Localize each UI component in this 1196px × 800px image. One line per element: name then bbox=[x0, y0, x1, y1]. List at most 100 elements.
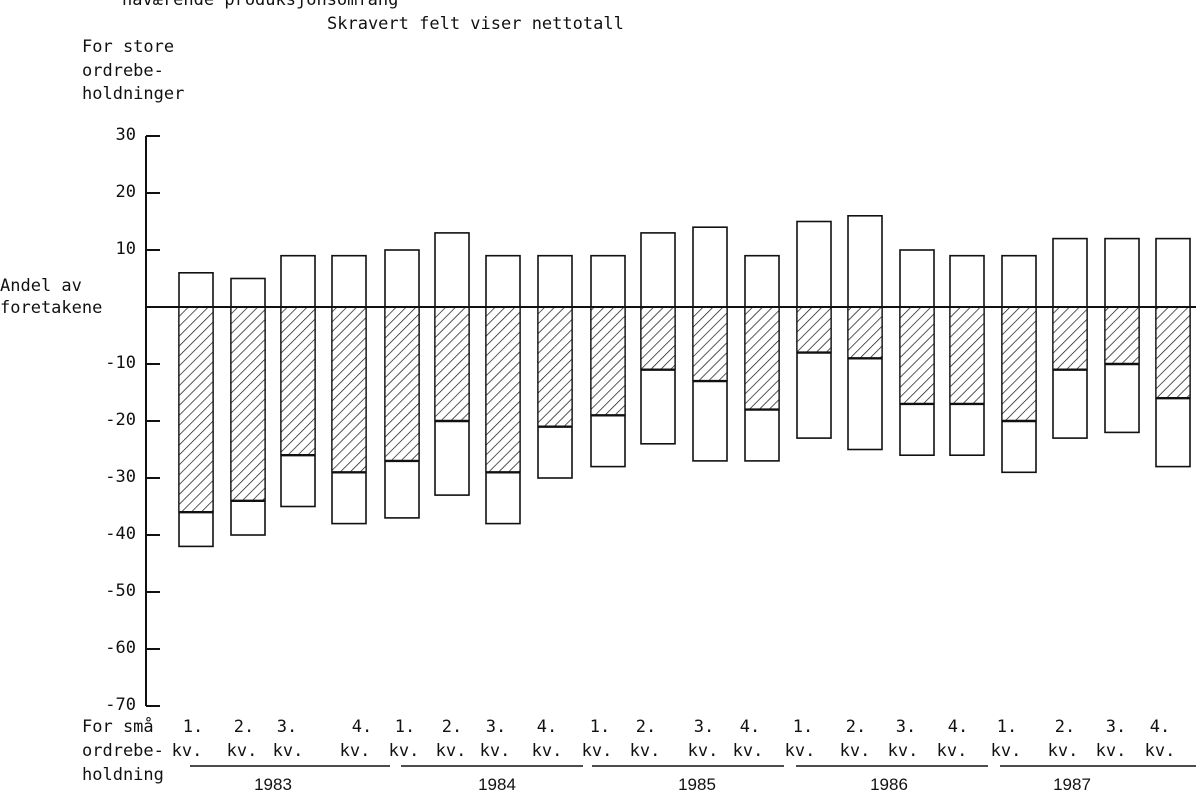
x-tick-quarter: 3. bbox=[693, 717, 715, 737]
bar-positive bbox=[384, 249, 420, 308]
bar-positive bbox=[230, 277, 266, 308]
top-label-3: holdninger bbox=[82, 84, 185, 104]
bar-positive bbox=[280, 254, 316, 308]
x-tick-quarter: 1. bbox=[182, 717, 204, 737]
x-tick-kv: kv. bbox=[990, 741, 1022, 761]
x-tick-kv: kv. bbox=[784, 741, 816, 761]
bar-positive bbox=[899, 249, 935, 308]
x-tick-quarter: 1. bbox=[394, 717, 416, 737]
x-tick-kv: kv. bbox=[629, 741, 661, 761]
bar-positive bbox=[949, 254, 985, 308]
bar-net bbox=[640, 306, 676, 371]
y-tick-label: -30 bbox=[105, 467, 136, 487]
bar-net bbox=[692, 306, 728, 382]
x-tick-quarter: 2. bbox=[845, 717, 867, 737]
y-tick-label: 30 bbox=[115, 125, 136, 145]
bar-positive bbox=[640, 232, 676, 308]
x-tick-kv: kv. bbox=[581, 741, 613, 761]
bar-net bbox=[384, 306, 420, 462]
x-tick-kv: kv. bbox=[936, 741, 968, 761]
y-tick-label: -20 bbox=[105, 410, 136, 430]
x-tick-quarter: 3. bbox=[485, 717, 507, 737]
x-tick-quarter: 4. bbox=[536, 717, 558, 737]
bar-net bbox=[899, 306, 935, 405]
bar-net bbox=[1104, 306, 1140, 365]
x-tick-kv: kv. bbox=[226, 741, 258, 761]
x-tick-kv: kv. bbox=[839, 741, 871, 761]
bar-net bbox=[331, 306, 367, 473]
bar-net bbox=[280, 306, 316, 456]
bar-positive bbox=[537, 254, 573, 308]
bar-positive bbox=[178, 271, 214, 308]
x-tick-kv: kv. bbox=[435, 741, 467, 761]
bar-net bbox=[485, 306, 521, 473]
bars bbox=[178, 215, 1191, 548]
x-tick-quarter: 4. bbox=[947, 717, 969, 737]
y-tick-label: 10 bbox=[115, 239, 136, 259]
bar-net bbox=[1001, 306, 1037, 422]
bottom-label-2: ordrebe- bbox=[82, 741, 164, 761]
year-label: 1983 bbox=[254, 775, 292, 794]
y-tick-label: -10 bbox=[105, 353, 136, 373]
bar-net bbox=[590, 306, 626, 416]
bar-net bbox=[744, 306, 780, 411]
bottom-label-1: For små bbox=[82, 717, 154, 737]
y-tick-label: -50 bbox=[105, 581, 136, 601]
bar-positive bbox=[1052, 237, 1088, 308]
bottom-label-3: holdning bbox=[82, 765, 164, 785]
x-tick-quarter: 2. bbox=[441, 717, 463, 737]
year-label: 1984 bbox=[478, 775, 516, 794]
year-label: 1985 bbox=[678, 775, 716, 794]
bar-positive bbox=[744, 254, 780, 308]
x-tick-quarter: 4. bbox=[351, 717, 373, 737]
zero-label-2: foretakene bbox=[0, 298, 103, 318]
x-tick-quarter: 3. bbox=[895, 717, 917, 737]
bar-positive bbox=[796, 220, 832, 308]
x-tick-kv: kv. bbox=[1047, 741, 1079, 761]
x-tick-kv: kv. bbox=[687, 741, 719, 761]
bar-net bbox=[1155, 306, 1191, 399]
bar-net bbox=[434, 306, 470, 422]
x-tick-quarter: 4. bbox=[739, 717, 761, 737]
x-tick-kv: kv. bbox=[531, 741, 563, 761]
x-tick-kv: kv. bbox=[388, 741, 420, 761]
bar-positive bbox=[692, 226, 728, 308]
bar-positive bbox=[847, 215, 883, 308]
y-axis bbox=[145, 135, 160, 707]
y-tick-label: 20 bbox=[115, 182, 136, 202]
x-tick-kv: kv. bbox=[887, 741, 919, 761]
top-label-1: For store bbox=[82, 37, 175, 57]
y-tick-label: -60 bbox=[105, 638, 136, 658]
bar-net bbox=[537, 306, 573, 428]
bar-net bbox=[796, 306, 832, 354]
bar-positive bbox=[1001, 254, 1037, 308]
bar-net bbox=[949, 306, 985, 405]
x-tick-kv: kv. bbox=[272, 741, 304, 761]
x-tick-quarter: 4. bbox=[1149, 717, 1171, 737]
header-line-1: nåværende produksjonsomfang bbox=[122, 0, 399, 10]
x-tick-kv: kv. bbox=[479, 741, 511, 761]
zero-label-1: Andel av bbox=[0, 276, 82, 296]
x-tick-quarter: 3. bbox=[1105, 717, 1127, 737]
bar-positive bbox=[1104, 237, 1140, 308]
chart-subtitle: Skravert felt viser nettotall bbox=[327, 14, 624, 34]
y-tick-label: -70 bbox=[105, 695, 136, 715]
bar-positive bbox=[485, 254, 521, 308]
x-tick-kv: kv. bbox=[1144, 741, 1176, 761]
x-tick-quarter: 2. bbox=[233, 717, 255, 737]
x-tick-kv: kv. bbox=[171, 741, 203, 761]
x-tick-quarter: 3. bbox=[276, 717, 298, 737]
bar-positive bbox=[590, 254, 626, 308]
bar-positive bbox=[434, 232, 470, 308]
x-tick-kv: kv. bbox=[339, 741, 371, 761]
y-tick-label: -40 bbox=[105, 524, 136, 544]
x-tick-quarter: 1. bbox=[996, 717, 1018, 737]
bar-net bbox=[230, 306, 266, 502]
bar-net bbox=[1052, 306, 1088, 371]
x-tick-kv: kv. bbox=[1095, 741, 1127, 761]
x-tick-quarter: 1. bbox=[792, 717, 814, 737]
x-tick-quarter: 2. bbox=[635, 717, 657, 737]
year-label: 1987 bbox=[1053, 775, 1091, 794]
bar-net bbox=[847, 306, 883, 359]
